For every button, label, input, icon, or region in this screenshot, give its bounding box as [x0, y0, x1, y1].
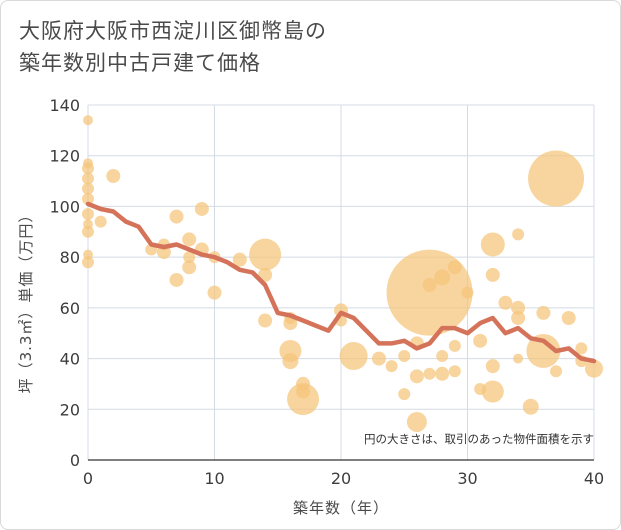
- bubble-point: [550, 365, 563, 378]
- y-tick-label: 80: [60, 248, 80, 267]
- bubble-point: [83, 115, 93, 126]
- bubble-point: [82, 256, 94, 269]
- bubble-point: [448, 339, 461, 352]
- bubble-point: [371, 351, 386, 366]
- x-tick-label: 10: [204, 469, 224, 488]
- x-tick-label: 40: [584, 469, 604, 488]
- bubble-size-note: 円の大きさは、取引のあった物件面積を示す: [364, 432, 594, 446]
- bubble-point: [498, 295, 513, 310]
- bubble-point: [82, 225, 94, 238]
- average-price-line: [85, 201, 597, 364]
- bubble-point: [512, 228, 525, 241]
- bubble-point: [485, 359, 500, 374]
- bubble-point: [528, 150, 585, 207]
- bubble-point: [82, 182, 94, 195]
- bubble-point: [461, 286, 474, 299]
- bubble-point: [339, 342, 368, 371]
- x-tick-label: 30: [457, 469, 477, 488]
- bubble-point: [448, 365, 461, 378]
- bubble-point: [182, 232, 197, 247]
- y-tick-label: 0: [70, 451, 80, 470]
- x-tick-label: 20: [331, 469, 351, 488]
- bubble-point: [169, 209, 184, 224]
- chart-title: 大阪府大阪市西淀川区御幣島の 築年数別中古戸建て価格: [19, 15, 579, 79]
- bubble-point: [561, 311, 576, 325]
- bubble-point: [423, 367, 436, 380]
- bubble-point: [82, 192, 94, 205]
- bubble-point: [398, 350, 411, 363]
- chart-title-line-2: 築年数別中古戸建て価格: [19, 51, 261, 75]
- bubble-point: [283, 316, 298, 331]
- bubble-point: [232, 252, 247, 267]
- bubble-point: [434, 269, 451, 286]
- bubble-point: [169, 272, 184, 287]
- bubble-point: [406, 411, 427, 432]
- bubble-point: [409, 369, 424, 384]
- trend-line-layer: [85, 201, 597, 364]
- y-tick-label: 100: [49, 197, 80, 216]
- bubble-point: [536, 305, 551, 320]
- bubble-point: [585, 359, 603, 378]
- x-axis-title: 築年数（年）: [293, 499, 389, 517]
- bubble-point: [575, 342, 588, 355]
- bubble-point: [182, 260, 197, 275]
- bubble-point: [258, 313, 273, 328]
- bubble-point: [435, 366, 450, 381]
- bubble-point: [526, 333, 561, 368]
- chart-title-line-1: 大阪府大阪市西淀川区御幣島の: [19, 19, 327, 43]
- bubble-point: [436, 350, 449, 363]
- bubble-point: [207, 285, 222, 300]
- y-tick-label: 60: [60, 299, 80, 318]
- y-tick-label: 40: [60, 350, 80, 369]
- bubble-point: [481, 380, 504, 403]
- x-tick-label: 0: [83, 469, 93, 488]
- bubble-point: [480, 232, 505, 257]
- y-tick-label: 120: [49, 147, 80, 166]
- bubbles-layer: [82, 115, 603, 432]
- bubble-point: [522, 398, 539, 415]
- bubble-point: [249, 238, 282, 271]
- grid-lines: [87, 104, 595, 461]
- bubble-point: [485, 267, 500, 282]
- bubble-point: [385, 360, 398, 373]
- bubble-point: [82, 162, 94, 175]
- bubble-point: [422, 278, 437, 293]
- axes-layer: 0 20 40 60 80 100 120 140 0 10 20 30 40: [49, 96, 604, 488]
- bubble-point: [94, 215, 107, 228]
- bubble-point: [473, 333, 488, 348]
- y-tick-label: 140: [49, 96, 80, 115]
- bubble-point: [447, 260, 462, 275]
- bubble-point: [282, 353, 299, 370]
- y-tick-label: 20: [60, 400, 80, 419]
- bubble-point: [106, 169, 121, 183]
- bubble-point: [511, 300, 526, 315]
- bubble-point: [511, 311, 526, 325]
- bubble-point: [183, 251, 196, 264]
- bubble-point: [194, 201, 209, 216]
- y-axis-title: 坪（3.3㎡）単価（万円）: [17, 207, 35, 394]
- bubble-point: [82, 208, 94, 221]
- bubble-point: [398, 388, 411, 401]
- bubble-point: [513, 353, 524, 364]
- bubble-point: [287, 383, 320, 416]
- bubble-point: [82, 172, 94, 185]
